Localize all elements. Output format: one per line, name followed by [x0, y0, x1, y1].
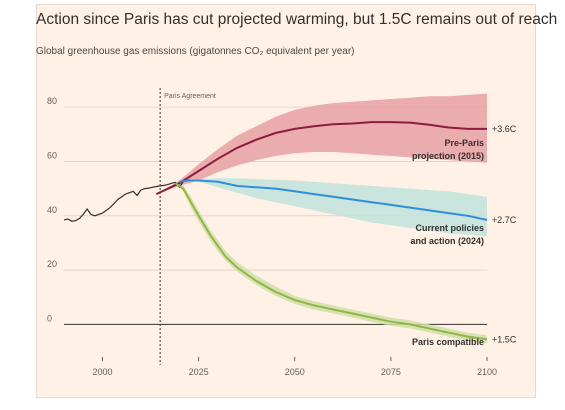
series-line: [155, 121, 487, 196]
x-tick-label: 2025: [189, 367, 209, 377]
series-label: Pre-Paris: [444, 138, 484, 148]
y-tick-label: 0: [47, 313, 52, 323]
chart-title: Action since Paris has cut projected war…: [36, 11, 558, 28]
historical-emissions-line: [63, 181, 184, 222]
series-line: [174, 182, 488, 341]
paris-agreement-label: Paris Agreement: [164, 93, 216, 100]
uncertainty-band: [179, 178, 487, 237]
x-tick-label: 2100: [477, 367, 497, 377]
y-tick-label: 60: [47, 150, 57, 160]
series-label: Paris compatible: [412, 337, 484, 347]
x-tick-label: 2000: [92, 367, 112, 377]
uncertainty-band: [156, 93, 488, 195]
y-tick-label: 80: [47, 96, 57, 106]
series-end-label: +1.5C: [492, 334, 517, 344]
x-tick-label: 2075: [381, 367, 401, 377]
uncertainty-band: [175, 183, 487, 344]
series-label: Current policies: [415, 223, 484, 233]
series-label: projection (2015): [412, 151, 484, 161]
series-end-label: +2.7C: [492, 215, 517, 225]
chart-subtitle: Global greenhouse gas emissions (gigaton…: [36, 46, 355, 57]
x-tick-label: 2050: [285, 367, 305, 377]
series-end-label: +3.6C: [492, 124, 517, 134]
y-tick-label: 20: [47, 259, 57, 269]
series-line: [179, 179, 488, 221]
series-label: and action (2024): [410, 236, 484, 246]
y-tick-label: 40: [47, 205, 57, 215]
